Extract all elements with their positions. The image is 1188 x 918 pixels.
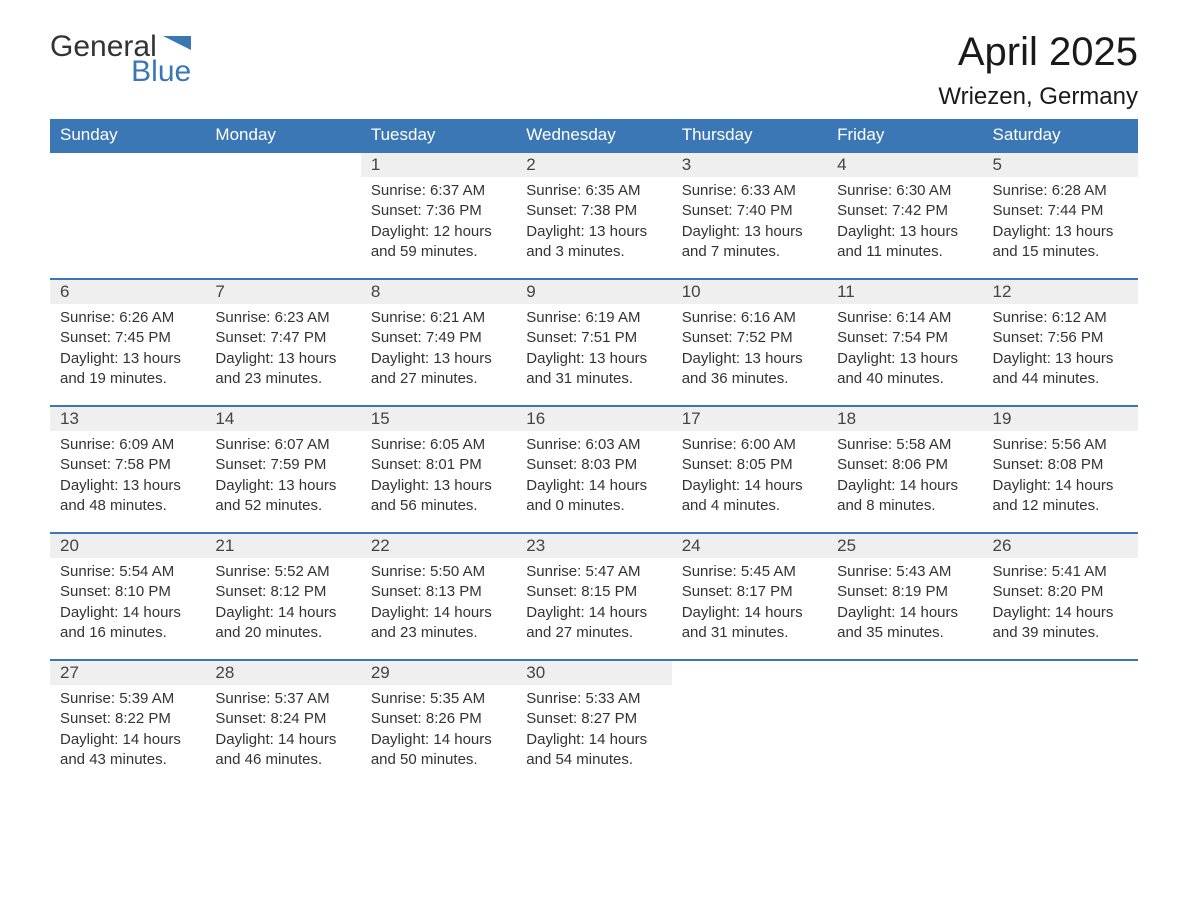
day-number: 22 <box>361 533 516 558</box>
day-number: 6 <box>50 279 205 304</box>
day-number: 7 <box>205 279 360 304</box>
week-0-body-row: Sunrise: 6:37 AM Sunset: 7:36 PM Dayligh… <box>50 177 1138 279</box>
day-number: 1 <box>361 152 516 177</box>
day-cell: Sunrise: 5:58 AM Sunset: 8:06 PM Dayligh… <box>827 431 982 533</box>
day-cell: Sunrise: 6:14 AM Sunset: 7:54 PM Dayligh… <box>827 304 982 406</box>
day-cell: Sunrise: 6:12 AM Sunset: 7:56 PM Dayligh… <box>983 304 1138 406</box>
title-block: April 2025 Wriezen, Germany <box>938 30 1138 111</box>
day-cell <box>827 685 982 786</box>
calendar-table: Sunday Monday Tuesday Wednesday Thursday… <box>50 119 1138 786</box>
day-number <box>205 152 360 177</box>
day-cell: Sunrise: 6:05 AM Sunset: 8:01 PM Dayligh… <box>361 431 516 533</box>
day-cell: Sunrise: 6:09 AM Sunset: 7:58 PM Dayligh… <box>50 431 205 533</box>
day-cell: Sunrise: 6:28 AM Sunset: 7:44 PM Dayligh… <box>983 177 1138 279</box>
day-number: 26 <box>983 533 1138 558</box>
week-2-daynum-row: 13141516171819 <box>50 406 1138 431</box>
weekday-header-row: Sunday Monday Tuesday Wednesday Thursday… <box>50 119 1138 152</box>
day-cell: Sunrise: 5:41 AM Sunset: 8:20 PM Dayligh… <box>983 558 1138 660</box>
week-4-body-row: Sunrise: 5:39 AM Sunset: 8:22 PM Dayligh… <box>50 685 1138 786</box>
day-cell: Sunrise: 6:37 AM Sunset: 7:36 PM Dayligh… <box>361 177 516 279</box>
day-cell: Sunrise: 5:47 AM Sunset: 8:15 PM Dayligh… <box>516 558 671 660</box>
day-cell: Sunrise: 5:35 AM Sunset: 8:26 PM Dayligh… <box>361 685 516 786</box>
week-0-daynum-row: 12345 <box>50 152 1138 177</box>
col-saturday: Saturday <box>983 119 1138 152</box>
day-cell: Sunrise: 6:33 AM Sunset: 7:40 PM Dayligh… <box>672 177 827 279</box>
day-cell <box>50 177 205 279</box>
day-cell: Sunrise: 6:19 AM Sunset: 7:51 PM Dayligh… <box>516 304 671 406</box>
day-number <box>50 152 205 177</box>
week-3-body-row: Sunrise: 5:54 AM Sunset: 8:10 PM Dayligh… <box>50 558 1138 660</box>
day-cell: Sunrise: 5:45 AM Sunset: 8:17 PM Dayligh… <box>672 558 827 660</box>
week-1-body-row: Sunrise: 6:26 AM Sunset: 7:45 PM Dayligh… <box>50 304 1138 406</box>
day-number: 11 <box>827 279 982 304</box>
day-cell: Sunrise: 6:03 AM Sunset: 8:03 PM Dayligh… <box>516 431 671 533</box>
day-number: 16 <box>516 406 671 431</box>
day-cell: Sunrise: 6:30 AM Sunset: 7:42 PM Dayligh… <box>827 177 982 279</box>
day-cell: Sunrise: 6:21 AM Sunset: 7:49 PM Dayligh… <box>361 304 516 406</box>
week-2-body-row: Sunrise: 6:09 AM Sunset: 7:58 PM Dayligh… <box>50 431 1138 533</box>
day-cell: Sunrise: 5:33 AM Sunset: 8:27 PM Dayligh… <box>516 685 671 786</box>
week-3-daynum-row: 20212223242526 <box>50 533 1138 558</box>
day-number: 27 <box>50 660 205 685</box>
day-number: 29 <box>361 660 516 685</box>
day-number <box>672 660 827 685</box>
day-cell <box>983 685 1138 786</box>
day-number: 24 <box>672 533 827 558</box>
day-number: 9 <box>516 279 671 304</box>
col-monday: Monday <box>205 119 360 152</box>
week-1-daynum-row: 6789101112 <box>50 279 1138 304</box>
day-cell: Sunrise: 5:43 AM Sunset: 8:19 PM Dayligh… <box>827 558 982 660</box>
logo-text: General Blue <box>50 30 191 86</box>
col-sunday: Sunday <box>50 119 205 152</box>
col-friday: Friday <box>827 119 982 152</box>
day-number: 17 <box>672 406 827 431</box>
day-number: 4 <box>827 152 982 177</box>
day-number: 28 <box>205 660 360 685</box>
day-cell <box>672 685 827 786</box>
day-number <box>983 660 1138 685</box>
day-cell: Sunrise: 6:23 AM Sunset: 7:47 PM Dayligh… <box>205 304 360 406</box>
day-number: 3 <box>672 152 827 177</box>
logo: General Blue <box>50 30 191 86</box>
day-cell: Sunrise: 5:52 AM Sunset: 8:12 PM Dayligh… <box>205 558 360 660</box>
week-4-daynum-row: 27282930 <box>50 660 1138 685</box>
day-number <box>827 660 982 685</box>
header: General Blue April 2025 Wriezen, Germany <box>50 30 1138 111</box>
day-cell <box>205 177 360 279</box>
day-number: 8 <box>361 279 516 304</box>
day-number: 21 <box>205 533 360 558</box>
day-cell: Sunrise: 5:50 AM Sunset: 8:13 PM Dayligh… <box>361 558 516 660</box>
day-number: 23 <box>516 533 671 558</box>
day-cell: Sunrise: 6:07 AM Sunset: 7:59 PM Dayligh… <box>205 431 360 533</box>
day-cell: Sunrise: 5:37 AM Sunset: 8:24 PM Dayligh… <box>205 685 360 786</box>
day-number: 25 <box>827 533 982 558</box>
day-cell: Sunrise: 6:35 AM Sunset: 7:38 PM Dayligh… <box>516 177 671 279</box>
day-cell: Sunrise: 6:26 AM Sunset: 7:45 PM Dayligh… <box>50 304 205 406</box>
day-number: 13 <box>50 406 205 431</box>
day-number: 2 <box>516 152 671 177</box>
day-number: 15 <box>361 406 516 431</box>
day-cell: Sunrise: 5:56 AM Sunset: 8:08 PM Dayligh… <box>983 431 1138 533</box>
day-number: 10 <box>672 279 827 304</box>
location-label: Wriezen, Germany <box>938 83 1138 111</box>
day-number: 18 <box>827 406 982 431</box>
day-cell: Sunrise: 5:54 AM Sunset: 8:10 PM Dayligh… <box>50 558 205 660</box>
day-number: 19 <box>983 406 1138 431</box>
day-cell: Sunrise: 6:00 AM Sunset: 8:05 PM Dayligh… <box>672 431 827 533</box>
day-cell: Sunrise: 5:39 AM Sunset: 8:22 PM Dayligh… <box>50 685 205 786</box>
col-thursday: Thursday <box>672 119 827 152</box>
col-wednesday: Wednesday <box>516 119 671 152</box>
col-tuesday: Tuesday <box>361 119 516 152</box>
day-number: 14 <box>205 406 360 431</box>
page-title: April 2025 <box>938 30 1138 75</box>
day-number: 5 <box>983 152 1138 177</box>
day-number: 12 <box>983 279 1138 304</box>
day-cell: Sunrise: 6:16 AM Sunset: 7:52 PM Dayligh… <box>672 304 827 406</box>
day-number: 30 <box>516 660 671 685</box>
day-number: 20 <box>50 533 205 558</box>
